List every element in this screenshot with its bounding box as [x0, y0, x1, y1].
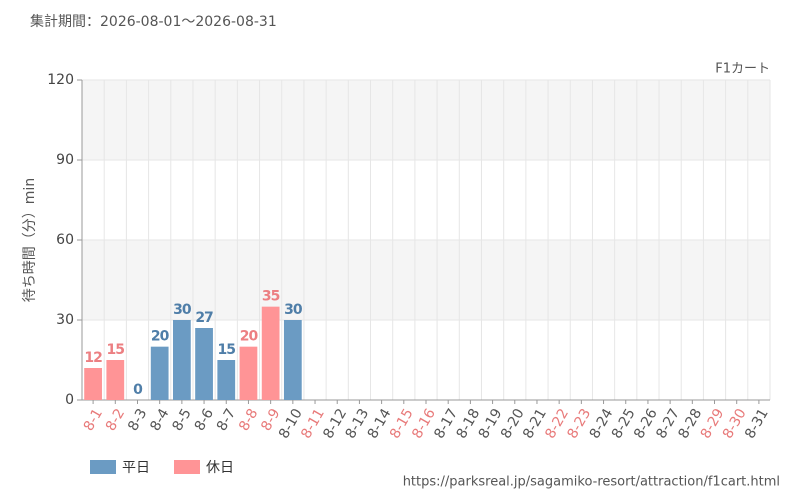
- y-axis-label: 待ち時間（分）min: [22, 178, 38, 302]
- chart-title: F1カート: [715, 62, 770, 77]
- legend-swatch: [90, 460, 116, 474]
- bar: [195, 328, 213, 400]
- y-tick-label: 90: [56, 152, 74, 168]
- bar: [283, 320, 302, 400]
- data-label: 15: [107, 342, 125, 358]
- legend-swatch: [174, 460, 200, 474]
- data-label: 30: [173, 302, 192, 318]
- y-tick-label: 120: [47, 72, 74, 88]
- x-tick-label: 8-2: [103, 406, 128, 434]
- bar: [84, 368, 102, 400]
- data-label: 0: [133, 382, 143, 398]
- x-tick-label: 8-4: [147, 406, 172, 434]
- y-tick-label: 60: [56, 232, 74, 248]
- bar: [106, 360, 125, 400]
- x-tick-label: 8-3: [125, 406, 150, 434]
- bar: [217, 360, 236, 400]
- legend-label: 平日: [122, 460, 150, 476]
- data-label: 30: [284, 302, 303, 318]
- data-label: 15: [218, 342, 236, 358]
- y-tick-label: 0: [65, 392, 74, 408]
- grid-band: [82, 80, 770, 160]
- bar: [239, 346, 258, 400]
- period: 集計期間：2026-08-01～2026-08-31: [30, 13, 277, 30]
- bar: [150, 346, 169, 400]
- data-label: 12: [84, 350, 102, 366]
- data-label: 35: [262, 289, 280, 305]
- x-tick-label: 8-6: [192, 406, 217, 434]
- x-tick-label: 8-8: [236, 406, 261, 434]
- x-tick-label: 8-1: [81, 406, 106, 434]
- x-tick-label: 8-31: [742, 406, 772, 442]
- bar: [172, 320, 191, 400]
- bar: [261, 306, 280, 400]
- x-tick-label: 8-7: [214, 406, 239, 434]
- x-tick-label: 8-5: [170, 406, 195, 434]
- grid-band: [82, 240, 770, 320]
- data-label: 20: [240, 329, 259, 345]
- source-url: https://parksreal.jp/sagamiko-resort/att…: [403, 475, 780, 490]
- data-label: 20: [151, 329, 170, 345]
- y-tick-label: 30: [56, 312, 74, 328]
- data-label: 27: [195, 310, 213, 326]
- legend-label: 休日: [206, 460, 234, 476]
